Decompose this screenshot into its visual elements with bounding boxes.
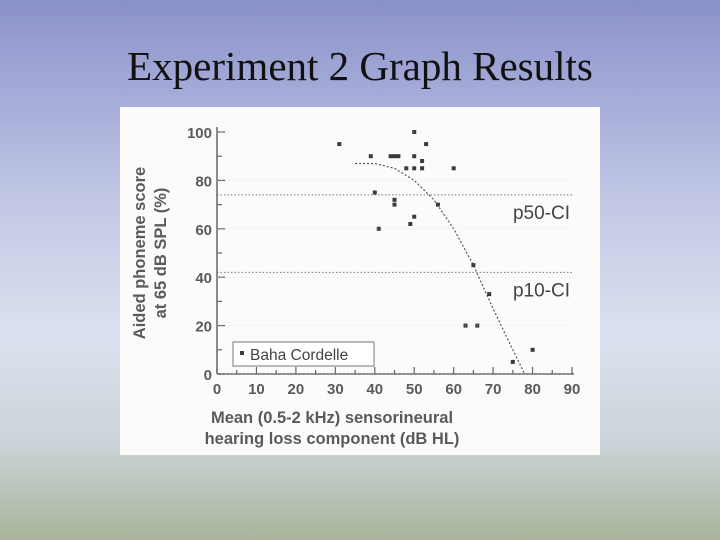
data-point	[408, 222, 413, 226]
y-tick-label: 20	[195, 319, 212, 336]
reference-label-p50-ci: p50-CI	[513, 203, 570, 224]
data-point	[412, 130, 417, 134]
data-point	[412, 214, 417, 219]
fit-curve	[355, 162, 526, 375]
tick-labels: 0 20 40 60 80 100 0 10 20 30 40 50 60 70 80 90	[187, 125, 580, 398]
data-point	[392, 202, 397, 207]
slide-title: Experiment 2 Graph Results	[127, 43, 593, 89]
legend-label: Baha Cordelle	[250, 347, 348, 364]
data-point	[396, 154, 401, 159]
y-tick-label: 40	[195, 270, 212, 287]
legend: Baha Cordelle	[232, 341, 375, 367]
data-point	[392, 154, 397, 159]
data-point	[487, 292, 492, 297]
legend-marker	[240, 351, 244, 355]
reference-label-p10-ci: p10-CI	[513, 280, 570, 301]
data-point	[435, 202, 440, 207]
y-tick-label: 100	[187, 125, 212, 142]
data-point	[471, 263, 476, 268]
y-tick-label: 80	[195, 173, 212, 190]
data-point	[368, 154, 373, 159]
x-tick-label: 80	[524, 381, 541, 398]
x-tick-label: 30	[327, 381, 344, 398]
x-tick-label: 50	[406, 381, 423, 398]
y-tick-label: 0	[204, 367, 212, 384]
x-tick-label: 20	[288, 381, 305, 398]
x-axis-label-line2: hearing loss component (dB HL)	[205, 430, 460, 448]
reference-lines: p50-CI p10-CI	[217, 194, 572, 301]
data-point	[337, 142, 342, 147]
y-axis-label: Aided phoneme score	[131, 167, 149, 339]
data-point	[530, 347, 535, 352]
y-axis-label-line2: at 65 dB SPL (%)	[152, 188, 170, 319]
x-tick-label: 10	[248, 381, 265, 398]
x-tick-label: 60	[445, 381, 462, 398]
data-point	[404, 166, 409, 171]
x-tick-label: 90	[564, 381, 581, 398]
x-tick-label: 40	[366, 381, 383, 398]
legend-box	[232, 341, 375, 367]
data-point	[424, 142, 429, 147]
x-axis-label: Mean (0.5-2 kHz) sensorineural	[211, 409, 453, 427]
scatter-chart: p50-CI p10-CI 0 20 40 60 80 100 0 10 20 30 40 50 60 70…	[131, 125, 580, 448]
axes	[216, 127, 574, 375]
data-point	[412, 154, 417, 159]
data-point	[392, 197, 397, 202]
axis-labels: Mean (0.5-2 kHz) sensorineural hearing lo…	[131, 167, 459, 448]
x-tick-label: 0	[213, 381, 221, 398]
data-point	[372, 190, 377, 195]
data-point	[420, 166, 425, 171]
data-point	[420, 159, 425, 163]
x-tick-label: 70	[485, 381, 502, 398]
chart-figure: p50-CI p10-CI 0 20 40 60 80 100 0 10 20 30 40 50 60 70…	[120, 107, 600, 455]
data-point	[388, 154, 393, 159]
fit-curve-line	[355, 162, 526, 375]
data-point	[376, 226, 381, 231]
data-point	[412, 166, 417, 171]
y-tick-label: 60	[195, 222, 212, 239]
data-points	[337, 130, 535, 364]
data-point	[451, 166, 456, 171]
data-point	[510, 359, 515, 364]
